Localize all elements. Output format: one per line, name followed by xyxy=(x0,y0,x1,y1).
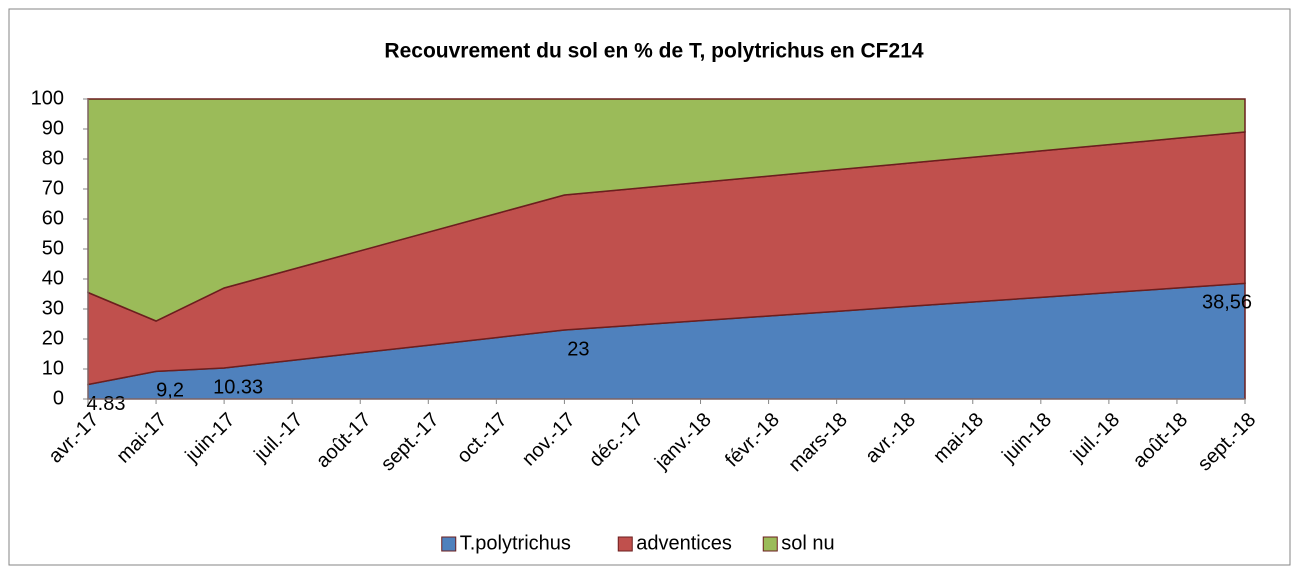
area xyxy=(87,98,1246,322)
y-tick-label: 50 xyxy=(42,237,64,259)
data-label: 4.83 xyxy=(87,393,126,415)
data-label: 38,56 xyxy=(1202,292,1252,314)
y-tick-label: 20 xyxy=(42,327,64,349)
legend-swatch xyxy=(762,536,778,552)
legend-label: sol nu xyxy=(781,532,834,554)
legend-swatch xyxy=(617,536,633,552)
legend-swatch xyxy=(441,536,457,552)
data-label: 10.33 xyxy=(213,376,263,398)
y-tick-label: 30 xyxy=(42,297,64,319)
y-tick-label: 100 xyxy=(31,87,64,109)
y-tick-label: 90 xyxy=(42,117,64,139)
y-tick-label: 80 xyxy=(42,147,64,169)
y-tick-label: 40 xyxy=(42,267,64,289)
y-tick-label: 70 xyxy=(42,177,64,199)
legend-label: T.polytrichus xyxy=(460,532,571,554)
y-tick-label: 10 xyxy=(42,357,64,379)
y-tick-label: 60 xyxy=(42,207,64,229)
legend-label: adventices xyxy=(636,532,732,554)
chart-title: Recouvrement du sol en % de T, polytrich… xyxy=(384,40,923,63)
data-label: 23 xyxy=(567,338,589,360)
y-tick-label: 0 xyxy=(53,387,64,409)
data-label: 9,2 xyxy=(156,380,184,402)
